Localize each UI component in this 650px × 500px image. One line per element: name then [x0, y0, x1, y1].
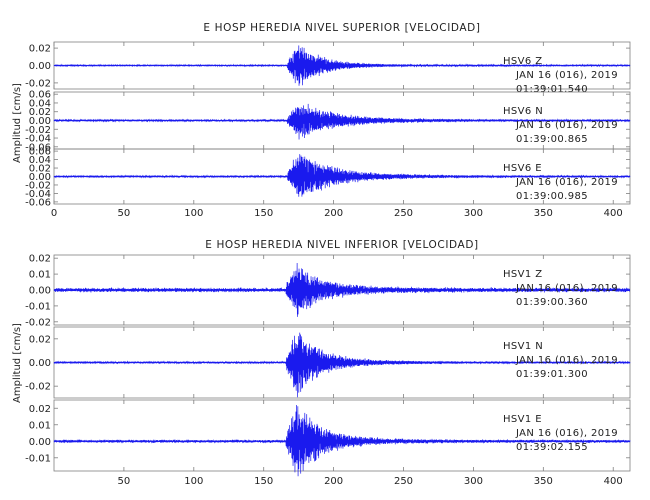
date-label: JAN 16 (016), 2019: [515, 177, 618, 188]
y-tick-label: 0.00: [29, 172, 51, 183]
station-label: HSV1 Z: [503, 269, 543, 280]
y-tick-label: 0.00: [29, 437, 51, 448]
station-label: HSV6 E: [503, 163, 542, 174]
x-tick-label: 0: [51, 208, 57, 219]
y-tick-label: 0.04: [29, 155, 51, 166]
station-label: HSV6 N: [503, 106, 543, 117]
x-tick-label: 100: [184, 208, 203, 219]
chart-title: E HOSP HEREDIA NIVEL INFERIOR [VELOCIDAD…: [205, 239, 478, 251]
date-label: JAN 16 (016), 2019: [515, 120, 618, 131]
waveform-hsv6-n: [53, 103, 631, 140]
y-tick-label: 0.06: [29, 147, 51, 158]
waveform-hsv1-n: [53, 332, 631, 398]
y-tick-label: -0.02: [25, 382, 51, 393]
chart-title: E HOSP HEREDIA NIVEL SUPERIOR [VELOCIDAD…: [203, 22, 480, 34]
x-tick-label: 400: [604, 476, 623, 487]
x-tick-label: 400: [604, 208, 623, 219]
y-tick-label: 0.06: [29, 90, 51, 101]
y-tick-label: 0.00: [29, 61, 51, 72]
y-tick-label: 0.02: [29, 164, 51, 175]
station-label: HSV1 N: [503, 341, 543, 352]
y-tick-label: 0.00: [29, 286, 51, 297]
time-label: 01:39:01.540: [516, 84, 588, 95]
y-tick-label: 0.01: [29, 270, 51, 281]
x-tick-label: 150: [254, 208, 273, 219]
y-tick-label: 0.02: [29, 334, 51, 345]
y-tick-label: -0.01: [25, 301, 51, 312]
date-label: JAN 16 (016), 2019: [515, 428, 618, 439]
x-tick-label: 150: [254, 476, 273, 487]
trace-frame: [53, 399, 631, 472]
y-tick-label: -0.02: [25, 317, 51, 328]
y-axis-label: Amplitud [cm/s]: [12, 323, 23, 403]
y-tick-label: -0.06: [25, 142, 51, 153]
waveform-hsv6-e: [53, 154, 631, 197]
date-label: JAN 16 (016), 2019: [515, 283, 618, 294]
time-label: 01:39:00.360: [516, 297, 588, 308]
y-tick-label: 0.02: [29, 107, 51, 118]
x-tick-label: 100: [184, 476, 203, 487]
y-axis-label: Amplitud [cm/s]: [12, 83, 23, 163]
time-label: 01:39:02.155: [516, 442, 588, 453]
time-label: 01:39:00.985: [516, 191, 588, 202]
y-tick-label: -0.04: [25, 134, 51, 145]
y-tick-label: 0.02: [29, 254, 51, 265]
station-label: HSV6 Z: [503, 56, 543, 67]
x-tick-label: 250: [394, 208, 413, 219]
y-tick-label: 0.02: [29, 404, 51, 415]
y-tick-label: 0.00: [29, 358, 51, 369]
y-tick-label: -0.04: [25, 189, 51, 200]
y-tick-label: -0.01: [25, 453, 51, 464]
y-tick-label: 0.04: [29, 98, 51, 109]
y-tick-label: 0.01: [29, 420, 51, 431]
waveform-hsv1-e: [53, 405, 631, 477]
y-tick-label: -0.02: [25, 125, 51, 136]
y-tick-label: -0.06: [25, 197, 51, 208]
y-tick-label: 0.02: [29, 44, 51, 55]
x-tick-label: 250: [394, 476, 413, 487]
x-tick-label: 200: [324, 208, 343, 219]
x-tick-label: 300: [464, 208, 483, 219]
y-tick-label: -0.02: [25, 78, 51, 89]
x-tick-label: 50: [118, 208, 131, 219]
x-tick-label: 350: [534, 208, 553, 219]
waveform-hsv6-z: [53, 45, 631, 86]
x-tick-label: 200: [324, 476, 343, 487]
date-label: JAN 16 (016), 2019: [515, 70, 618, 81]
date-label: JAN 16 (016), 2019: [515, 355, 618, 366]
x-tick-label: 350: [534, 476, 553, 487]
station-label: HSV1 E: [503, 414, 542, 425]
time-label: 01:39:00.865: [516, 134, 588, 145]
y-tick-label: 0.00: [29, 116, 51, 127]
x-tick-label: 50: [118, 476, 131, 487]
time-label: 01:39:01.300: [516, 369, 588, 380]
y-tick-label: -0.02: [25, 180, 51, 191]
x-tick-label: 300: [464, 476, 483, 487]
waveform-hsv1-z: [53, 262, 631, 317]
